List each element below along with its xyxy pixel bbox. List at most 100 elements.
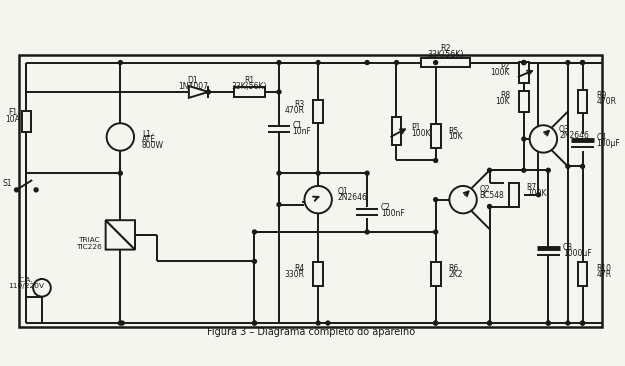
Circle shape	[316, 321, 320, 325]
Circle shape	[34, 188, 38, 192]
Text: 800W: 800W	[142, 141, 164, 150]
Text: Q1: Q1	[338, 187, 348, 196]
Text: Q2: Q2	[480, 185, 491, 194]
Bar	[519, 61, 529, 83]
Bar	[19, 55, 602, 327]
Bar	[431, 262, 441, 286]
Circle shape	[581, 321, 584, 325]
Circle shape	[566, 61, 570, 64]
Circle shape	[277, 203, 281, 206]
Text: 10K: 10K	[448, 132, 463, 142]
Text: 470R: 470R	[596, 97, 616, 106]
Text: 470R: 470R	[284, 106, 304, 115]
Circle shape	[434, 158, 437, 163]
Text: Figura 3 – Diagrama completo do aparelho: Figura 3 – Diagrama completo do aparelho	[208, 327, 416, 337]
Bar	[313, 100, 323, 123]
Text: P1: P1	[411, 123, 421, 132]
Polygon shape	[106, 220, 135, 250]
Text: F1: F1	[8, 108, 17, 117]
Circle shape	[434, 198, 437, 202]
Circle shape	[488, 205, 491, 209]
Text: 100K: 100K	[491, 68, 510, 77]
Circle shape	[434, 230, 437, 234]
Bar	[22, 111, 31, 132]
Circle shape	[434, 321, 437, 325]
Circle shape	[118, 61, 122, 64]
Circle shape	[581, 164, 584, 168]
Text: R6: R6	[448, 264, 459, 273]
Text: 330R: 330R	[284, 270, 304, 279]
Circle shape	[277, 171, 281, 175]
Circle shape	[529, 125, 557, 153]
Text: 100μF: 100μF	[596, 139, 620, 148]
Circle shape	[304, 186, 332, 213]
Circle shape	[488, 321, 491, 325]
Text: R4: R4	[294, 264, 304, 273]
Circle shape	[206, 90, 211, 94]
Polygon shape	[106, 220, 135, 250]
Polygon shape	[189, 86, 209, 98]
Text: R10: R10	[596, 264, 611, 273]
Circle shape	[546, 168, 550, 172]
Circle shape	[522, 137, 526, 141]
Bar	[578, 90, 587, 113]
Circle shape	[14, 188, 19, 192]
Circle shape	[522, 61, 526, 64]
Circle shape	[581, 61, 584, 64]
Circle shape	[546, 321, 550, 325]
Text: R1: R1	[244, 76, 254, 85]
Circle shape	[365, 171, 369, 175]
Text: C1: C1	[292, 121, 302, 130]
Circle shape	[488, 168, 491, 172]
Circle shape	[365, 230, 369, 234]
Circle shape	[394, 61, 399, 64]
Circle shape	[107, 123, 134, 151]
Bar	[519, 91, 529, 112]
Text: 100K: 100K	[527, 189, 546, 198]
Text: 2K2: 2K2	[448, 270, 463, 279]
Circle shape	[316, 171, 320, 175]
Circle shape	[581, 321, 584, 325]
Bar	[421, 58, 470, 67]
Circle shape	[365, 61, 369, 64]
Bar	[509, 183, 519, 206]
Circle shape	[253, 321, 256, 325]
Text: 10K: 10K	[496, 97, 510, 106]
Text: TRIAC: TRIAC	[78, 237, 100, 243]
Text: BC548: BC548	[480, 191, 504, 200]
Text: ATÉ: ATÉ	[142, 135, 156, 145]
Text: C4: C4	[596, 134, 606, 142]
Bar	[578, 262, 587, 286]
Text: R7: R7	[527, 183, 537, 193]
Text: R8: R8	[500, 92, 510, 100]
Text: C.A.: C.A.	[19, 277, 34, 283]
Text: 10nF: 10nF	[292, 127, 311, 135]
Text: 10A: 10A	[5, 115, 20, 124]
Text: R9: R9	[596, 92, 606, 100]
Text: 100nF: 100nF	[381, 209, 404, 218]
Circle shape	[118, 321, 122, 325]
Text: C2: C2	[381, 203, 391, 212]
Text: 2N2646: 2N2646	[559, 131, 589, 139]
Text: R2: R2	[440, 44, 451, 53]
Text: Q3: Q3	[559, 125, 570, 134]
Text: 1N4007: 1N4007	[177, 82, 208, 90]
Text: D1: D1	[188, 76, 198, 85]
Circle shape	[449, 186, 477, 213]
Text: L1: L1	[142, 130, 151, 139]
Text: 2N2646: 2N2646	[338, 193, 367, 202]
Text: 33K(56K): 33K(56K)	[428, 50, 464, 59]
Circle shape	[566, 321, 570, 325]
Text: R5: R5	[448, 127, 459, 135]
Circle shape	[434, 321, 437, 325]
Circle shape	[118, 171, 122, 175]
Text: 100K: 100K	[411, 128, 431, 138]
Circle shape	[253, 230, 256, 234]
Circle shape	[566, 164, 570, 168]
Circle shape	[536, 193, 541, 197]
Text: 47R: 47R	[596, 270, 611, 279]
Circle shape	[33, 279, 51, 296]
Text: 33K(56K): 33K(56K)	[232, 82, 268, 90]
Circle shape	[581, 61, 584, 64]
Circle shape	[488, 321, 491, 325]
